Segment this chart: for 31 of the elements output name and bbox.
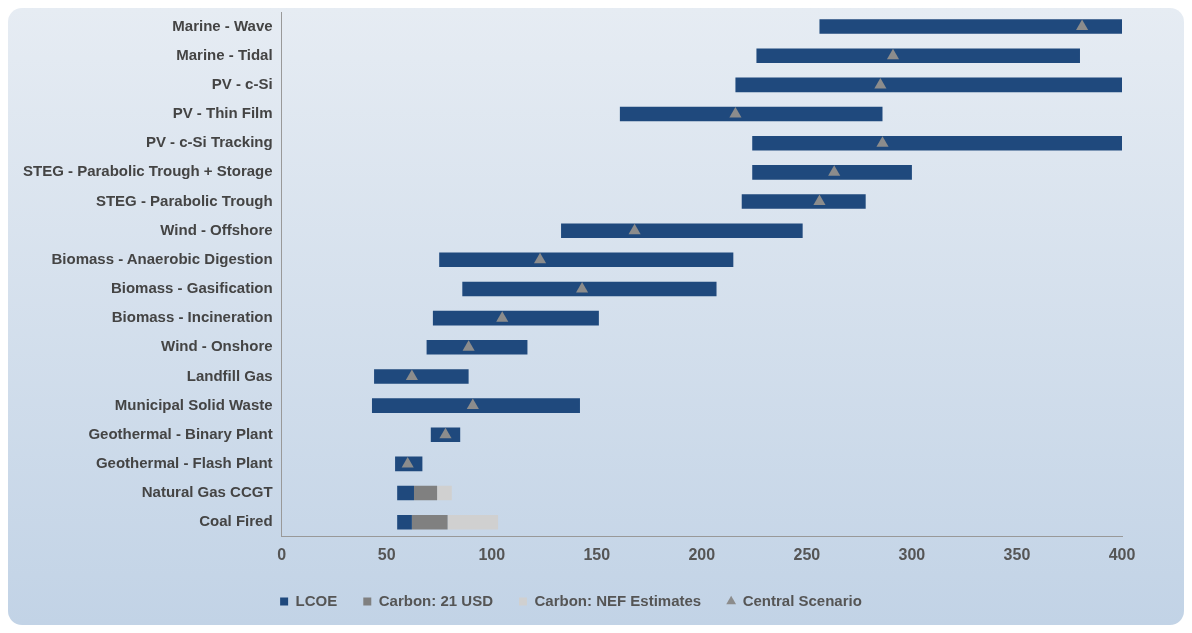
y-tick-label: Wind - Onshore: [161, 337, 273, 355]
x-tick-label: 100: [478, 545, 506, 563]
x-tick-label: 400: [1108, 545, 1136, 563]
x-tick-label: 300: [898, 545, 926, 563]
y-tick-label: Marine - Tidal: [176, 45, 273, 63]
x-tick-label: 200: [688, 545, 716, 563]
y-tick-label: STEG - Parabolic Trough + Storage: [22, 162, 273, 180]
y-tick-label: Geothermal - Binary Plant: [88, 424, 273, 442]
y-tick-label: Geothermal - Flash Plant: [95, 454, 273, 472]
y-tick-label: PV - c-Si: [211, 75, 273, 93]
x-tick-label: 50: [377, 545, 396, 563]
y-tick-label: PV - c-Si Tracking: [145, 133, 273, 151]
y-tick-label: Natural Gas CCGT: [141, 483, 273, 501]
y-tick-label: Biomass - Anaerobic Digestion: [51, 249, 273, 267]
y-tick-label: Municipal Solid Waste: [114, 395, 273, 413]
y-tick-label: Coal Fired: [199, 512, 273, 530]
legend-label: Carbon: 21 USD: [378, 591, 494, 609]
y-tick-label: Wind - Offshore: [160, 220, 273, 238]
y-tick-label: Biomass - Incineration: [111, 308, 273, 326]
y-tick-label: STEG - Parabolic Trough: [95, 191, 273, 209]
legend-label: Carbon: NEF Estimates: [534, 591, 702, 609]
x-tick-label: 150: [583, 545, 611, 563]
legend-label: Central Scenario: [742, 591, 862, 609]
x-tick-label: 0: [277, 545, 287, 563]
y-tick-label: PV - Thin Film: [172, 104, 273, 122]
x-tick-label: 250: [793, 545, 821, 563]
y-tick-label: Landfill Gas: [186, 366, 273, 384]
x-tick-label: 350: [1003, 545, 1031, 563]
y-tick-label: Biomass - Gasification: [110, 279, 273, 297]
y-tick-label: Marine - Wave: [172, 16, 273, 34]
legend-label: LCOE: [295, 591, 338, 609]
